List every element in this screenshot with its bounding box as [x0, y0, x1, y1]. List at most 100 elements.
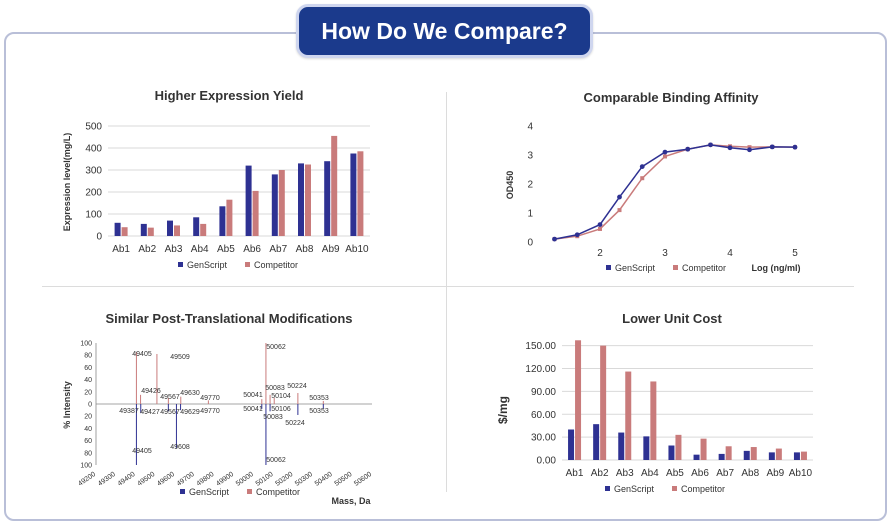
legend-label: GenScript [187, 260, 228, 270]
x-tick-label: Ab6 [691, 468, 709, 479]
bar [114, 222, 121, 236]
bar [226, 199, 233, 236]
series-line [554, 144, 796, 240]
peak-label: 49608 [170, 444, 190, 451]
peak-label: 50041 [243, 406, 263, 413]
bar [219, 206, 226, 236]
peak-label: 50224 [287, 383, 307, 390]
y-tick-label: 40 [84, 426, 92, 433]
y-tick-label: 0.00 [537, 456, 557, 467]
x-tick-label: Ab5 [666, 468, 684, 479]
peak-label: 50062 [266, 457, 286, 464]
comparison-panel [4, 32, 887, 521]
peak-label: 50062 [266, 344, 286, 351]
y-tick-label: 0 [88, 402, 92, 409]
bar [575, 340, 582, 460]
data-point [727, 145, 733, 151]
bar [650, 381, 657, 460]
bar [793, 452, 800, 460]
y-tick-label: 60 [84, 365, 92, 372]
peak-label: 50353 [309, 408, 329, 415]
y-tick-label: 120.00 [525, 364, 556, 375]
bar [600, 345, 607, 460]
bar [625, 371, 632, 460]
legend-label: Competitor [254, 260, 298, 270]
y-tick-label: 30.00 [531, 433, 556, 444]
bar [324, 161, 331, 236]
peak-label: 49427 [140, 409, 160, 416]
peak-label: 50083 [263, 414, 283, 421]
data-point [574, 232, 580, 238]
peak-label: 49405 [132, 351, 152, 358]
x-tick-label: 3 [662, 248, 668, 259]
bar [700, 438, 707, 460]
data-point [662, 149, 668, 155]
bar [121, 227, 128, 236]
legend-swatch [178, 262, 183, 267]
y-tick-label: 100 [85, 210, 102, 221]
bar [350, 153, 357, 236]
legend-label: Competitor [681, 484, 725, 494]
bar [298, 163, 304, 236]
y-tick-label: 400 [85, 144, 102, 155]
vertical-divider [446, 92, 447, 492]
data-point [617, 194, 622, 200]
bar [718, 453, 725, 460]
series-line [554, 144, 796, 240]
chart-title: Higher Expression Yield [155, 88, 304, 103]
peak-label: 50224 [285, 420, 305, 427]
y-axis-label: % Intensity [62, 381, 72, 429]
x-tick-label: Ab1 [112, 244, 130, 255]
y-tick-label: 4 [527, 122, 533, 133]
y-axis-label: $/mg [496, 396, 510, 424]
bar [775, 448, 782, 460]
data-point [747, 147, 752, 153]
bar [643, 436, 650, 460]
y-tick-label: 60.00 [531, 410, 556, 421]
legend-label: Competitor [256, 487, 300, 497]
y-tick-label: 80 [84, 450, 92, 457]
data-point [597, 222, 603, 228]
y-tick-label: 80 [84, 353, 92, 360]
data-point [708, 142, 713, 148]
page-title: How Do We Compare? [296, 4, 593, 58]
x-tick-label: Ab2 [591, 468, 609, 479]
bar [174, 225, 180, 236]
bar [743, 450, 750, 460]
bar [140, 223, 147, 236]
peak-label: 49629 [180, 409, 200, 416]
x-tick-label: Ab3 [165, 244, 183, 255]
y-tick-label: 100 [80, 341, 92, 348]
peak-label: 49630 [180, 390, 200, 397]
bar [675, 434, 682, 460]
peak-label: 50083 [265, 385, 285, 392]
y-tick-label: 0 [96, 232, 102, 243]
y-tick-label: 20 [84, 389, 92, 396]
x-tick-label: Ab3 [616, 468, 634, 479]
peak-label: 50353 [309, 395, 329, 402]
bar [305, 164, 311, 236]
data-point [617, 208, 622, 213]
bar [200, 223, 207, 236]
bar [278, 170, 285, 236]
y-tick-label: 90.00 [531, 387, 556, 398]
peak-label: 50104 [271, 393, 291, 400]
bar [167, 220, 173, 236]
bar [750, 447, 757, 460]
legend-swatch [605, 486, 610, 491]
chart-title: Comparable Binding Affinity [583, 90, 759, 105]
peak-label: 49567 [160, 409, 180, 416]
y-tick-label: 60 [84, 438, 92, 445]
x-axis-label: Log (ng/ml) [752, 263, 801, 273]
peak-label: 49509 [170, 354, 190, 361]
x-tick-label: Ab1 [566, 468, 584, 479]
peak-label: 49770 [200, 395, 220, 402]
bar [357, 151, 364, 236]
x-tick-label: Ab5 [217, 244, 235, 255]
y-tick-label: 20 [84, 414, 92, 421]
legend-label: GenScript [614, 484, 655, 494]
bar [271, 174, 278, 236]
x-tick-label: Ab4 [191, 244, 209, 255]
